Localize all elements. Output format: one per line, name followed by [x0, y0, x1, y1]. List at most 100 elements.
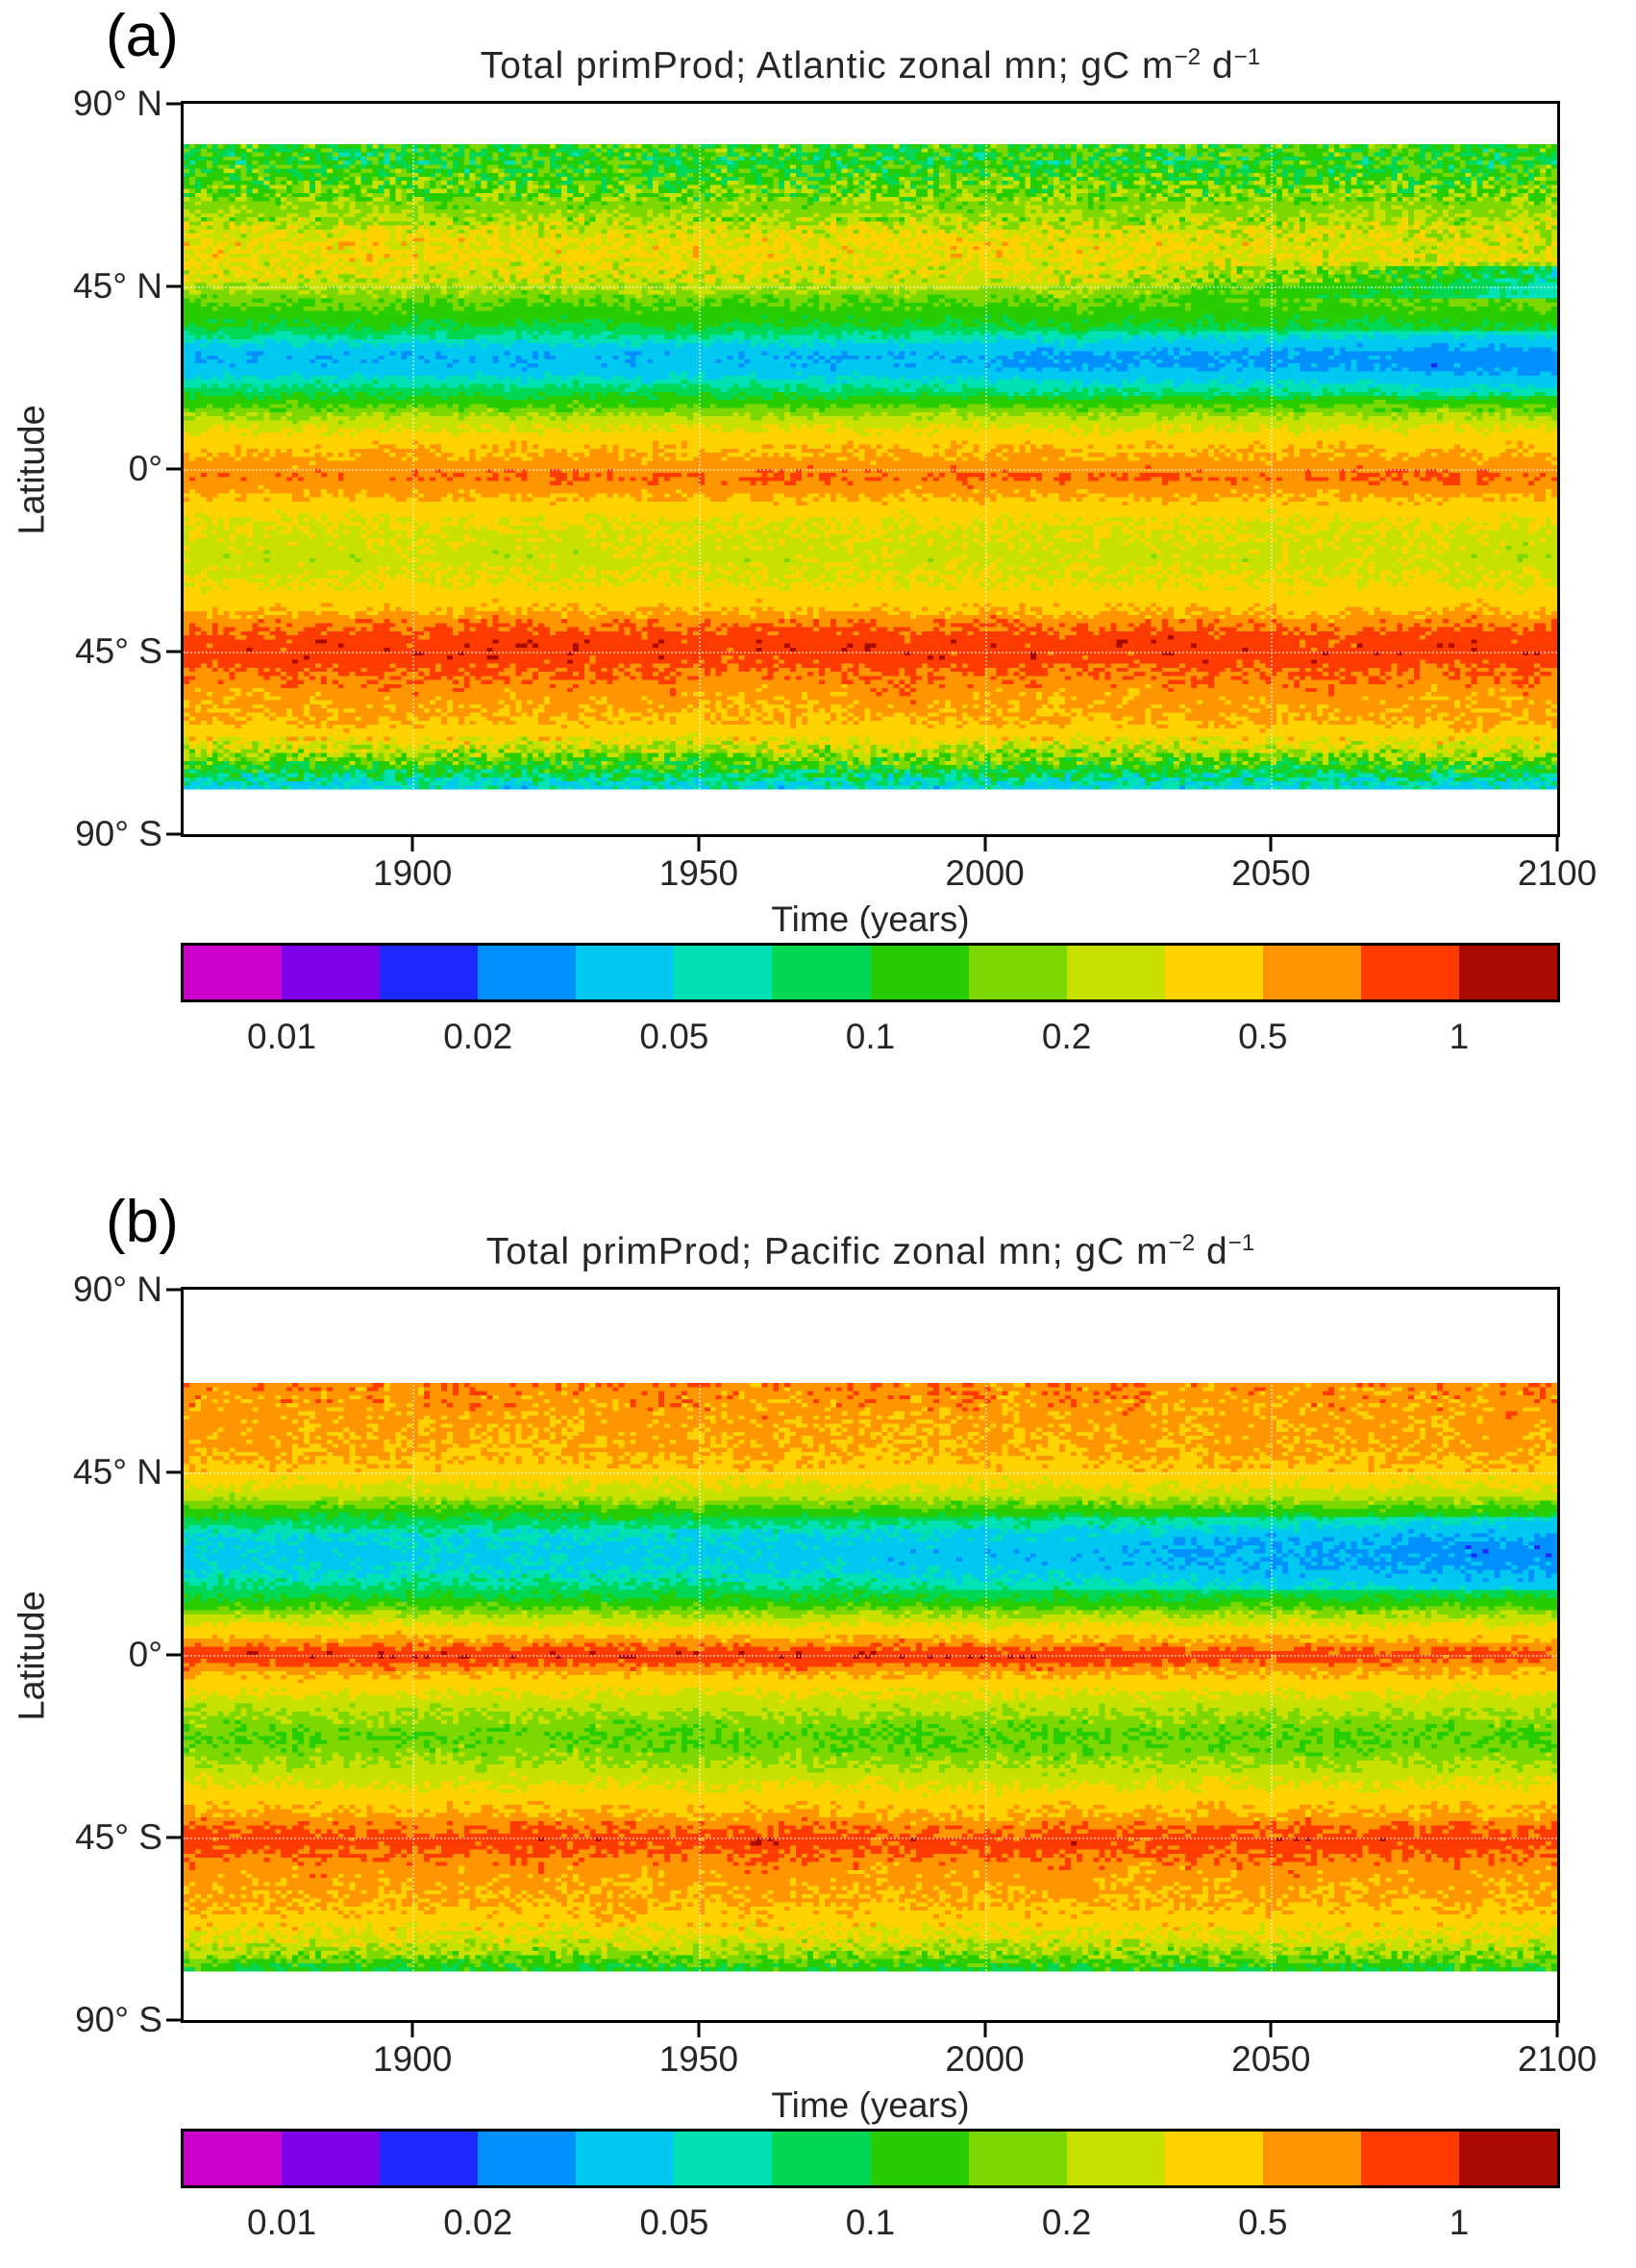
panel-a: (a) Total primProd; Atlantic zonal mn; g…	[0, 0, 1636, 1096]
colorbar-segment	[478, 2132, 577, 2185]
colorbar-segment	[1459, 2132, 1558, 2185]
title-text: Total primProd; Atlantic zonal mn; gC m	[480, 45, 1175, 86]
x-tick-mark	[1269, 2023, 1273, 2037]
colorbar-segment	[674, 2132, 773, 2185]
panel-title-b: Total primProd; Pacific zonal mn; gC m−2…	[184, 1230, 1557, 1273]
title-text: Total primProd; Pacific zonal mn; gC m	[485, 1231, 1169, 1272]
colorbar-tick-label: 0.1	[845, 2203, 896, 2242]
x-tick-mark	[410, 837, 414, 851]
horizontal-gridline	[184, 286, 1557, 288]
y-tick-label: 0°	[128, 1635, 162, 1674]
title-exponent: −1	[1233, 44, 1261, 70]
title-exponent: −1	[1227, 1230, 1255, 1256]
y-tick-label: 90° N	[73, 84, 162, 123]
x-tick-label: 2100	[1517, 2039, 1598, 2079]
colorbar-tick-label: 0.5	[1238, 1017, 1288, 1056]
x-tick-label: 1950	[658, 853, 739, 893]
colorbar-segment	[968, 2132, 1067, 2185]
y-axis-label: Latitude	[12, 405, 53, 535]
x-axis-tick-labels: 1900 1950 2000 2050 2100	[184, 2039, 1597, 2082]
title-exponent: −2	[1174, 44, 1202, 70]
colorbar-segment	[282, 946, 381, 999]
x-axis-tick-labels: 1900 1950 2000 2050 2100	[184, 853, 1597, 896]
y-tick-label: 90° S	[75, 2000, 162, 2039]
colorbar-segment	[1360, 2132, 1460, 2185]
colorbar-tick-label: 0.02	[443, 1017, 513, 1056]
y-tick-label: 45° N	[73, 266, 162, 306]
colorbar-tick-label: 0.05	[639, 2203, 709, 2242]
x-tick-mark	[1555, 837, 1559, 851]
x-tick-mark	[983, 837, 987, 851]
x-tick-label: 2050	[1231, 2039, 1311, 2079]
x-tick-mark	[983, 2023, 987, 2037]
title-text: d	[1195, 1231, 1228, 1272]
colorbar-tick-label: 0.1	[845, 1017, 896, 1056]
colorbar-segment	[1164, 2132, 1263, 2185]
y-tick-label: 45° S	[75, 631, 162, 671]
colorbar-segment	[772, 2132, 871, 2185]
colorbar-a	[181, 943, 1560, 1002]
colorbar-segment	[380, 2132, 479, 2185]
y-tick-label: 0°	[128, 449, 162, 488]
y-tick-mark	[166, 832, 181, 836]
plot-area-a: 90° N 45° N 0° 45° S 90° S	[73, 84, 1560, 853]
colorbar-segment	[282, 2132, 381, 2185]
x-tick-label: 2050	[1231, 853, 1311, 893]
colorbar-tick-label: 0.01	[247, 1017, 317, 1056]
colorbar-segment	[478, 946, 577, 999]
colorbar-segment	[968, 946, 1067, 999]
x-tick-label: 1950	[658, 2039, 739, 2079]
horizontal-gridline	[184, 469, 1557, 471]
panel-letter-b: (b)	[106, 1189, 179, 1255]
colorbar-tick-label: 0.2	[1041, 2203, 1092, 2242]
panel-b: (b) Total primProd; Pacific zonal mn; gC…	[0, 1186, 1636, 2268]
colorbar-b	[181, 2129, 1560, 2188]
colorbar-tick-label: 1	[1449, 2203, 1470, 2242]
y-tick-label: 90° N	[73, 1270, 162, 1309]
x-tick-mark	[1269, 837, 1273, 851]
colorbar-tick-label: 0.2	[1041, 1017, 1092, 1056]
horizontal-gridline	[184, 1655, 1557, 1657]
x-tick-mark	[410, 2023, 414, 2037]
x-tick-label: 2000	[945, 2039, 1025, 2079]
colorbar-segment	[184, 946, 283, 999]
colorbar-segment	[1066, 2132, 1165, 2185]
colorbar-tick-label: 0.05	[639, 1017, 709, 1056]
colorbar-segment	[870, 2132, 969, 2185]
colorbar-tick-label: 0.02	[443, 2203, 513, 2242]
y-tick-mark	[166, 1653, 181, 1657]
colorbar-segment	[1459, 946, 1558, 999]
y-tick-mark	[166, 1836, 181, 1839]
colorbar-segment	[576, 946, 675, 999]
x-axis-label: Time (years)	[771, 2085, 970, 2125]
x-tick-mark	[697, 2023, 701, 2037]
y-tick-mark	[166, 2018, 181, 2022]
colorbar-labels-b: 0.01 0.02 0.05 0.1 0.2 0.5 1	[184, 2203, 1557, 2245]
colorbar-segment	[1360, 946, 1460, 999]
title-exponent: −2	[1168, 1230, 1196, 1256]
colorbar-segment	[1164, 946, 1263, 999]
panel-letter-a: (a)	[106, 3, 179, 69]
colorbar-tick-label: 0.01	[247, 2203, 317, 2242]
y-tick-mark	[166, 1288, 181, 1292]
x-tick-label: 1900	[373, 853, 453, 893]
title-text: d	[1201, 45, 1234, 86]
horizontal-gridline	[184, 1472, 1557, 1474]
colorbar-segment	[674, 946, 773, 999]
y-tick-label: 45° N	[73, 1452, 162, 1491]
y-tick-mark	[166, 467, 181, 471]
y-tick-mark	[166, 1470, 181, 1474]
x-tick-mark	[697, 837, 701, 851]
x-tick-mark	[1555, 2023, 1559, 2037]
colorbar-segment	[576, 2132, 675, 2185]
colorbar-segment	[772, 946, 871, 999]
colorbar-segment	[1262, 946, 1361, 999]
y-tick-label: 90° S	[75, 814, 162, 853]
x-tick-label: 2100	[1517, 853, 1598, 893]
x-axis-label: Time (years)	[771, 900, 970, 939]
colorbar-segment	[380, 946, 479, 999]
colorbar-labels-a: 0.01 0.02 0.05 0.1 0.2 0.5 1	[184, 1017, 1557, 1059]
y-axis-label: Latitude	[12, 1590, 53, 1721]
y-tick-mark	[166, 650, 181, 653]
